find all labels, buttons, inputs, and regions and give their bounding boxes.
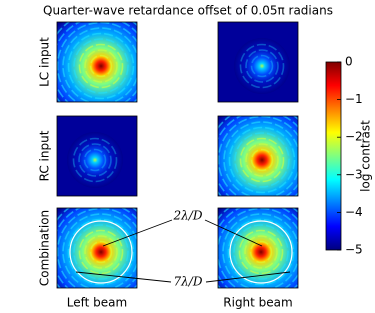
psf-ring bbox=[67, 32, 135, 100]
psf-ring bbox=[218, 116, 298, 196]
psf-ring bbox=[89, 240, 113, 264]
colorbar-tick-label: −5 bbox=[345, 243, 363, 257]
psf-ring bbox=[57, 208, 137, 288]
psf-ring bbox=[84, 235, 118, 269]
annotation-line bbox=[205, 271, 291, 283]
annotation-line bbox=[102, 219, 173, 247]
colorbar-tick-label: −2 bbox=[345, 130, 363, 144]
psf-halo bbox=[234, 38, 290, 94]
colorbar-tick-label: −1 bbox=[345, 92, 363, 106]
psf-image bbox=[218, 22, 298, 102]
psf-ring bbox=[78, 229, 124, 275]
row-label: Combination bbox=[38, 210, 52, 286]
psf-halo bbox=[218, 208, 298, 288]
psf-ring bbox=[244, 235, 278, 269]
psf-ring bbox=[250, 148, 274, 172]
psf-ring bbox=[227, 218, 295, 286]
panel-frame bbox=[56, 21, 138, 103]
psf-halo bbox=[57, 22, 137, 102]
psf-image bbox=[218, 116, 298, 196]
working-angle bbox=[229, 220, 293, 284]
title: Quarter-wave retardance offset of 0.05π … bbox=[43, 4, 333, 18]
psf-ring bbox=[73, 224, 129, 280]
annotation: 7λ/D bbox=[174, 275, 203, 289]
colorbar-tick-label: −4 bbox=[345, 205, 363, 219]
panel-frame bbox=[217, 21, 299, 103]
psf-ring bbox=[238, 229, 284, 275]
psf-ring bbox=[245, 143, 279, 177]
psf-ring bbox=[218, 208, 298, 288]
psf-ring bbox=[84, 49, 118, 83]
psf-ring bbox=[72, 137, 118, 183]
psf-ring bbox=[57, 22, 137, 102]
psf-ring bbox=[73, 38, 129, 94]
psf-ring bbox=[239, 137, 285, 183]
row-label: LC input bbox=[38, 37, 52, 87]
panels bbox=[56, 21, 299, 289]
colorbar bbox=[325, 61, 342, 251]
psf-image bbox=[57, 208, 137, 288]
psf-halo bbox=[67, 132, 123, 188]
psf-ring bbox=[239, 43, 285, 89]
column-label: Left beam bbox=[67, 296, 127, 310]
psf-image bbox=[57, 116, 137, 196]
psf-ring bbox=[249, 240, 273, 264]
panel-frame bbox=[56, 115, 138, 197]
panel-frame bbox=[56, 207, 138, 289]
psf-halo bbox=[218, 116, 298, 196]
psf-ring bbox=[250, 54, 274, 78]
psf-ring bbox=[234, 132, 290, 188]
annotation-line bbox=[75, 271, 172, 283]
psf-ring bbox=[233, 224, 289, 280]
psf-halo bbox=[57, 208, 137, 288]
working-angle bbox=[69, 220, 133, 284]
colorbar-tick-label: −3 bbox=[345, 167, 363, 181]
row-label: RC input bbox=[38, 130, 52, 181]
colorbar-tick-label: 0 bbox=[345, 55, 353, 69]
psf-ring bbox=[78, 43, 124, 89]
psf-ring bbox=[245, 49, 279, 83]
panel-frame bbox=[217, 207, 299, 289]
psf-ring bbox=[78, 143, 112, 177]
psf-ring bbox=[67, 218, 135, 286]
annotation-line bbox=[204, 219, 263, 247]
psf-ring bbox=[228, 126, 296, 194]
psf-image bbox=[218, 208, 298, 288]
colorbar-label: log contrast bbox=[359, 120, 373, 192]
psf-image bbox=[57, 22, 137, 102]
panel-frame bbox=[217, 115, 299, 197]
column-label: Right beam bbox=[223, 296, 292, 310]
psf-ring bbox=[89, 54, 113, 78]
psf-ring bbox=[83, 148, 107, 172]
annotation: 2λ/D bbox=[173, 209, 203, 223]
